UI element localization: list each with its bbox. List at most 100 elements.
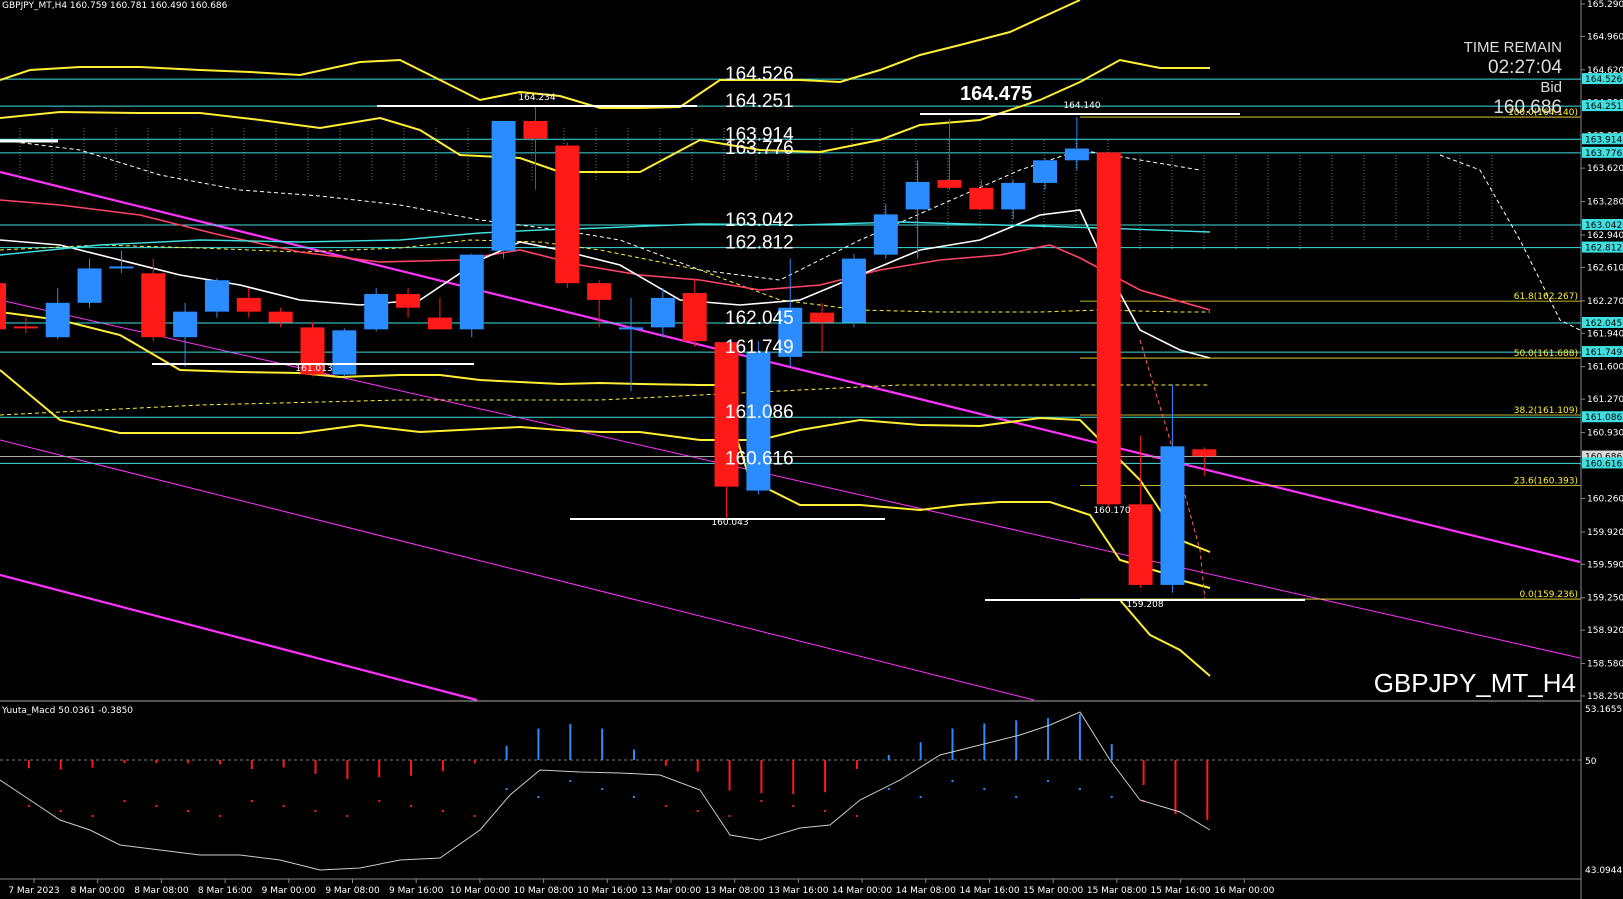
price-tick: 158.580 [1587, 660, 1623, 670]
svg-text:163.776: 163.776 [1585, 149, 1622, 159]
symbol-info: GBPJPY_MT,H4 160.759 160.781 160.490 160… [2, 1, 228, 11]
candle [364, 288, 389, 332]
time-tick: 13 Mar 16:00 [768, 886, 828, 896]
candle [650, 288, 675, 338]
svg-text:162.045: 162.045 [1585, 319, 1622, 329]
swing-label: 159.208 [1126, 600, 1163, 610]
price-tick: 161.600 [1587, 363, 1623, 373]
candle [555, 142, 580, 289]
candle [236, 288, 261, 318]
time-tick: 8 Mar 00:00 [71, 886, 126, 896]
candle [1064, 117, 1089, 171]
price-tick: 163.620 [1587, 164, 1623, 174]
candle [173, 302, 198, 367]
time-tick: 10 Mar 16:00 [577, 886, 637, 896]
time-remain-value: 02:27:04 [1488, 57, 1562, 78]
candle [1192, 447, 1217, 476]
candle [141, 258, 166, 342]
price-badge: 161.749 [1582, 346, 1623, 358]
candle [873, 203, 898, 259]
trend-channel [0, 170, 1581, 702]
time-tick: 15 Mar 16:00 [1151, 886, 1211, 896]
bid-value: 160.686 [1493, 97, 1562, 118]
candle [1001, 179, 1026, 220]
candle [427, 297, 452, 330]
candle [905, 160, 930, 259]
level-label: 164.251 [725, 91, 794, 112]
time-tick: 9 Mar 16:00 [389, 886, 444, 896]
candle [459, 253, 484, 338]
macd-signal-line [0, 711, 1211, 871]
time-tick: 15 Mar 00:00 [1023, 886, 1083, 896]
price-badge: 163.914 [1582, 133, 1623, 145]
time-tick: 13 Mar 08:00 [705, 886, 765, 896]
price-tick: 159.250 [1587, 594, 1623, 604]
swing-label: 164.140 [1063, 101, 1100, 111]
candle [77, 258, 102, 308]
indicator-title: Yuuta_Macd 50.0361 -0.3850 [1, 706, 133, 716]
level-label: 164.526 [725, 64, 794, 85]
candle [523, 106, 548, 190]
level-label: 163.042 [725, 210, 794, 231]
fib-label: 23.6(160.393) [1514, 476, 1578, 486]
svg-text:163.042: 163.042 [1585, 221, 1622, 231]
price-tick: 159.920 [1587, 528, 1623, 538]
svg-text:164.251: 164.251 [1585, 102, 1622, 112]
level-label: 162.812 [725, 233, 794, 254]
price-badge: 164.526 [1582, 73, 1623, 85]
price-tick: 164.960 [1587, 32, 1623, 42]
svg-text:162.812: 162.812 [1585, 244, 1622, 254]
price-badge: 162.812 [1582, 241, 1623, 254]
time-tick: 9 Mar 08:00 [325, 886, 380, 896]
time-tick: 16 Mar 00:00 [1214, 886, 1274, 896]
candle [587, 280, 612, 328]
level-label: 160.616 [725, 448, 794, 469]
price-badge: 164.251 [1582, 100, 1623, 112]
price-tick: 158.920 [1587, 626, 1623, 636]
macd-histogram [27, 714, 1209, 820]
price-tick: 160.930 [1587, 429, 1623, 439]
fib-label: 50.0(161.688) [1514, 349, 1578, 359]
candle [682, 278, 707, 348]
swing-lines [0, 105, 1305, 601]
candle [778, 258, 803, 367]
indicator-axis-bottom: 43.0944 [1585, 866, 1622, 876]
level-label: 161.749 [725, 337, 794, 358]
candle [1033, 158, 1058, 190]
price-tick: 159.590 [1587, 560, 1623, 570]
candle [1128, 435, 1153, 588]
price-tick: 163.280 [1587, 198, 1623, 208]
time-tick: 14 Mar 16:00 [959, 886, 1019, 896]
candle [268, 307, 293, 328]
price-level-badges: 164.526 164.251 163.914 163.776 163.042 162.8… [1582, 73, 1623, 469]
candle [714, 342, 739, 520]
candle [332, 328, 357, 377]
indicator-axis-mid: 50 [1585, 757, 1597, 767]
candle [937, 119, 962, 190]
price-tick: 162.270 [1587, 297, 1623, 307]
candle [109, 250, 134, 274]
candle [969, 179, 994, 210]
fib-label: 61.8(162.267) [1514, 292, 1578, 302]
time-axis[interactable]: 7 Mar 2023 8 Mar 00:00 8 Mar 08:00 8 Mar 16… [8, 879, 1275, 896]
fib-label: 100.0(164.140) [1508, 108, 1578, 118]
svg-text:161.749: 161.749 [1585, 348, 1622, 358]
price-badge: 160.616 [1582, 457, 1623, 469]
svg-text:163.914: 163.914 [1585, 135, 1622, 145]
level-label: 162.045 [725, 308, 794, 329]
swing-label: 160.170 [1093, 506, 1130, 516]
candle [1096, 151, 1121, 508]
swing-label: 164.234 [518, 93, 555, 103]
candle [841, 253, 866, 328]
price-tick: 165.290 [1587, 0, 1623, 10]
time-tick: 13 Mar 00:00 [641, 886, 701, 896]
candle [810, 302, 835, 353]
time-tick: 8 Mar 16:00 [198, 886, 253, 896]
svg-text:164.526: 164.526 [1585, 75, 1622, 85]
level-label: 163.914 [725, 124, 794, 145]
fib-labels: 100.0(164.140) 61.8(162.267) 50.0(161.688)… [1508, 108, 1578, 600]
candle [300, 322, 325, 377]
price-badge: 163.042 [1582, 218, 1623, 231]
